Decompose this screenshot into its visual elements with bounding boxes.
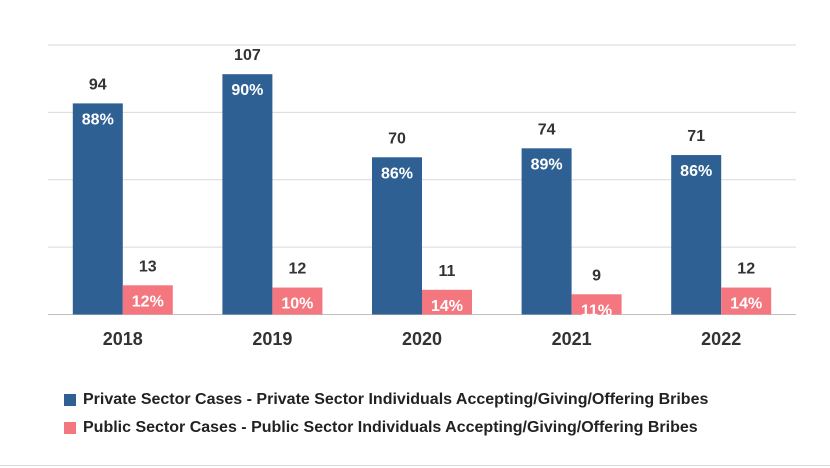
data-label-public: 11 [439, 263, 456, 280]
percent-label-private: 89% [531, 156, 563, 173]
percent-label-private: 88% [82, 111, 114, 128]
percent-label-public: 14% [730, 296, 762, 313]
legend-label-private: Private Sector Cases - Private Sector In… [83, 391, 709, 408]
percent-label-public: 12% [132, 293, 164, 310]
bar-private [671, 155, 722, 315]
data-label-public: 13 [139, 258, 157, 275]
bar-private [222, 74, 273, 315]
bar-private [372, 157, 422, 315]
percent-label-private: 90% [231, 82, 263, 99]
legend-swatch-public [64, 422, 76, 434]
legend: Private Sector Cases - Private Sector In… [64, 386, 708, 442]
bar-public [272, 287, 323, 315]
bar-public [571, 294, 622, 315]
data-label-public: 9 [592, 267, 601, 284]
percent-label-private: 86% [680, 163, 712, 180]
data-label-private: 71 [687, 128, 705, 145]
bar-public [122, 285, 173, 315]
legend-item-public: Public Sector Cases - Public Sector Indi… [64, 414, 708, 442]
data-label-private: 70 [388, 130, 406, 147]
bar-public [721, 287, 772, 315]
bar-private [72, 103, 123, 315]
x-tick-label: 2019 [252, 329, 292, 349]
bottom-rule [0, 465, 830, 466]
data-label-private: 74 [538, 121, 556, 138]
bar-public [422, 289, 472, 315]
data-label-private: 94 [89, 76, 107, 93]
x-tick-label: 2018 [103, 329, 143, 349]
legend-swatch-private [64, 394, 76, 406]
data-label-public: 12 [289, 261, 307, 278]
percent-label-private: 86% [381, 165, 413, 182]
percent-label-public: 11% [581, 302, 612, 319]
legend-label-public: Public Sector Cases - Public Sector Indi… [83, 419, 698, 436]
x-tick-label: 2022 [701, 329, 741, 349]
data-label-private: 107 [234, 47, 261, 64]
bar-private [521, 148, 572, 315]
data-label-public: 12 [737, 261, 755, 278]
percent-label-public: 14% [431, 298, 463, 315]
x-tick-label: 2021 [552, 329, 592, 349]
bar-chart: 94 88% 13 12% 2018 107 90% 12 10% 2019 70 86% 11 14% 2… [48, 44, 796, 349]
percent-label-public: 10% [281, 296, 313, 313]
x-tick-label: 2020 [402, 329, 442, 349]
legend-item-private: Private Sector Cases - Private Sector In… [64, 386, 708, 414]
